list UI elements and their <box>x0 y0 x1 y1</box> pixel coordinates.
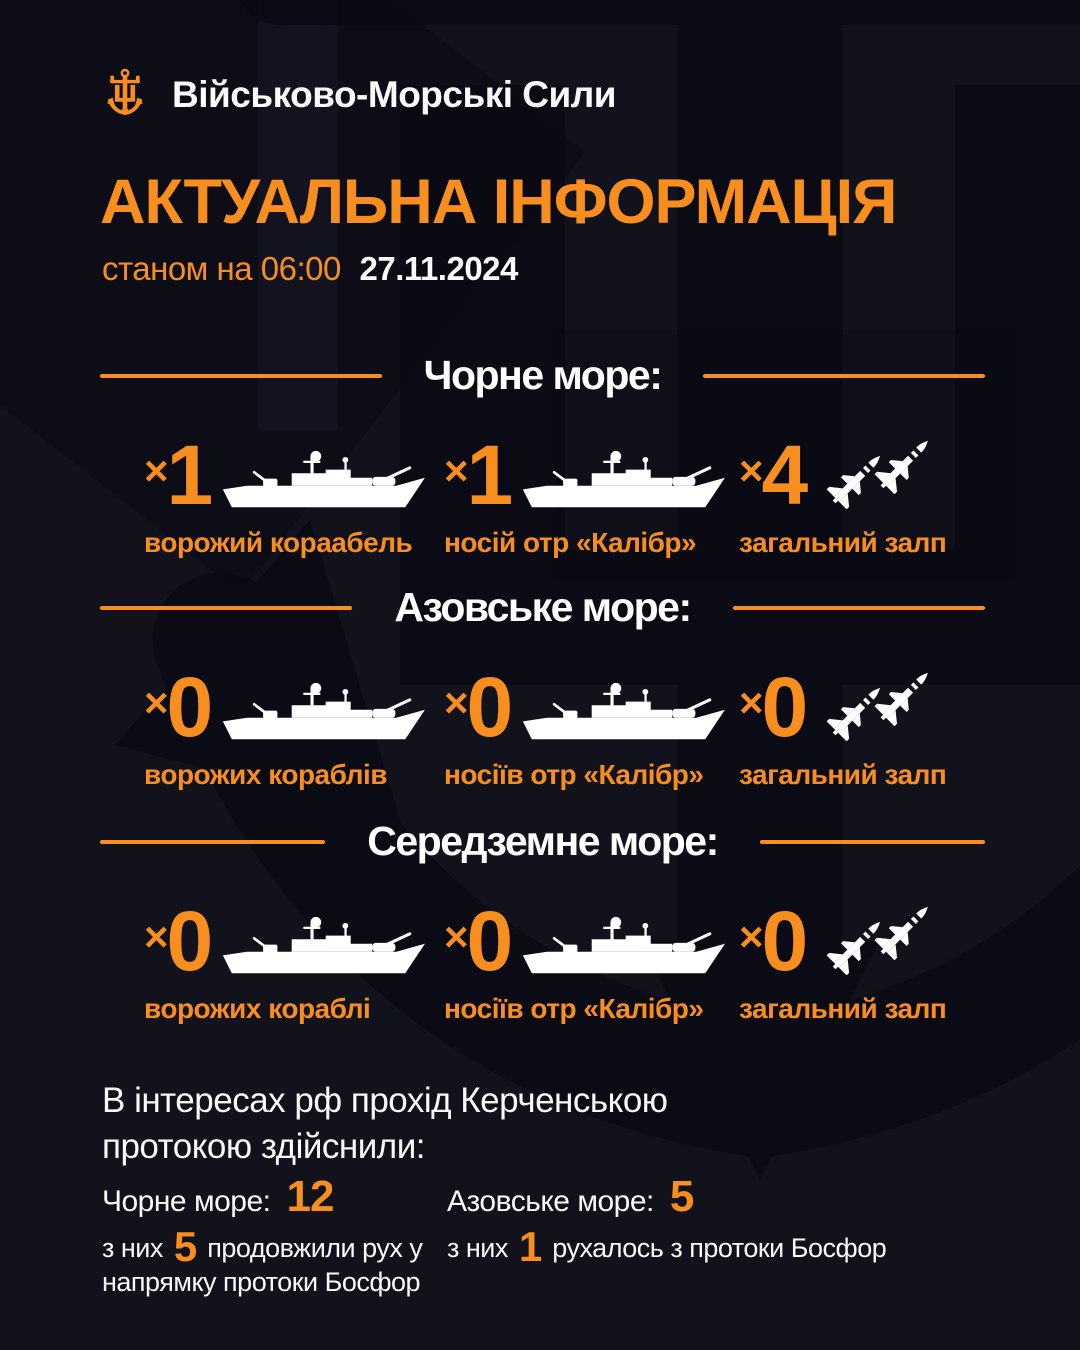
kerch-note-value: 1 <box>518 1223 542 1270</box>
stat-label: носій отр «Калібр» <box>444 527 697 558</box>
as-of-line: станом на 06:00 27.11.2024 <box>102 250 518 288</box>
stat-kalibr-carriers: × 1 носій отр «Калібр» <box>440 425 735 559</box>
as-of-date: 27.11.2024 <box>359 250 519 287</box>
kerch-note: з них 5 продовжили рух у напрямку проток… <box>102 1226 447 1300</box>
header-rule-left <box>100 605 353 610</box>
stat-kalibr-carriers: × 0 носіїв отр «Калібр» <box>440 657 735 791</box>
stat-enemy-ships: × 0 ворожих кораблі <box>100 891 440 1025</box>
header-rule-left <box>100 373 382 378</box>
stat-label: ворожих кораблів <box>144 759 388 790</box>
stat-label: загальний залп <box>739 527 947 558</box>
stat-total-salvo: × 0 загальний залп <box>735 657 985 791</box>
stats-row: × 0 ворожих кораблів × 0 носіїв отр «Каліб… <box>100 657 985 791</box>
warship-icon <box>520 450 726 509</box>
as-of-time: станом на 06:00 <box>102 250 341 287</box>
kerch-sea-total: 12 <box>286 1172 334 1221</box>
brand-header: Військово-Морські Сили <box>104 68 617 122</box>
kerch-stats: Чорне море: 12 з них 5 продовжили рух у … <box>102 1172 1000 1300</box>
stat-total-salvo: × 0 загальний залп <box>735 891 985 1025</box>
missiles-icon <box>817 427 943 509</box>
stats-row: × 0 ворожих кораблі × 0 носіїв отр «Калібр… <box>100 891 985 1025</box>
missiles-icon <box>817 659 943 741</box>
stat-label: загальний залп <box>739 993 947 1024</box>
stats-row: × 1 ворожий кораабель × 1 носій отр «Каліб… <box>100 425 985 559</box>
kerch-black-sea: Чорне море: 12 з них 5 продовжили рух у … <box>102 1172 447 1300</box>
multiply-sign: × <box>739 679 763 727</box>
stat-count: 0 <box>761 894 809 989</box>
multiply-sign: × <box>144 679 168 727</box>
warship-icon <box>220 916 426 975</box>
warship-icon <box>220 682 426 741</box>
section-mediterranean-sea: Середземне море: × 0 ворожих кораблі × 0 н… <box>100 818 986 1025</box>
stat-label: носіїв отр «Калібр» <box>444 993 704 1024</box>
stat-label: ворожий кораабель <box>144 527 413 558</box>
multiply-sign: × <box>739 447 763 495</box>
section-header: Чорне море: <box>100 352 986 399</box>
stat-total-salvo: × 4 загальний залп <box>735 425 985 559</box>
section-azov-sea: Азовське море: × 0 ворожих кораблів × 0 но… <box>100 584 985 791</box>
multiply-sign: × <box>144 447 168 495</box>
stat-label: носіїв отр «Калібр» <box>444 759 704 790</box>
multiply-sign: × <box>144 913 168 961</box>
kerch-note-suffix: продовжили рух у напрямку протоки Босфор <box>102 1233 423 1297</box>
warship-icon <box>520 916 726 975</box>
kerch-azov-sea: Азовське море: 5 з них 1 рухалось з прот… <box>447 1172 1000 1300</box>
section-header: Азовське море: <box>100 584 985 631</box>
section-header: Середземне море: <box>100 818 986 865</box>
kerch-note-value: 5 <box>173 1223 197 1270</box>
stat-count: 0 <box>166 894 214 989</box>
stat-enemy-ships: × 0 ворожих кораблів <box>100 657 440 791</box>
header-rule-left <box>100 839 326 844</box>
org-name: Військово-Морські Сили <box>172 74 617 115</box>
kerch-note-prefix: з них <box>102 1233 163 1263</box>
section-black-sea: Чорне море: × 1 ворожий кораабель × 1 носі… <box>100 352 986 559</box>
multiply-sign: × <box>444 679 468 727</box>
kerch-note: з них 1 рухалось з протоки Босфор <box>447 1226 1000 1268</box>
section-title: Чорне море: <box>423 352 663 398</box>
kerch-sea-total: 5 <box>669 1172 695 1221</box>
kerch-note-prefix: з них <box>447 1233 508 1263</box>
kerch-note-suffix: рухалось з протоки Босфор <box>552 1233 887 1263</box>
multiply-sign: × <box>739 913 763 961</box>
stat-count: 0 <box>466 894 514 989</box>
stat-label: загальний залп <box>739 759 947 790</box>
stat-count: 0 <box>466 660 514 755</box>
missiles-icon <box>817 893 943 975</box>
header-rule-right <box>732 605 985 610</box>
stat-kalibr-carriers: × 0 носіїв отр «Калібр» <box>440 891 735 1025</box>
header-rule-right <box>703 373 986 378</box>
section-title: Середземне море: <box>367 818 719 864</box>
header-rule-right <box>759 839 986 844</box>
multiply-sign: × <box>444 913 468 961</box>
stat-count: 0 <box>166 660 214 755</box>
kerch-sea-name: Азовське море: <box>447 1185 654 1218</box>
page-title: АКТУАЛЬНА ІНФОРМАЦІЯ <box>100 167 897 237</box>
stat-count: 0 <box>761 660 809 755</box>
stat-label: ворожих кораблі <box>144 993 371 1024</box>
kerch-heading: В інтересах рф прохід Керченською проток… <box>102 1081 668 1166</box>
stat-count: 1 <box>166 428 214 523</box>
kerch-sea-name: Чорне море: <box>102 1185 271 1218</box>
multiply-sign: × <box>444 447 468 495</box>
stat-count: 1 <box>466 428 514 523</box>
stat-count: 4 <box>761 428 809 523</box>
navy-anchor-trident-logo-icon <box>104 68 146 122</box>
warship-icon <box>520 682 726 741</box>
warship-icon <box>220 450 426 509</box>
stat-enemy-ships: × 1 ворожий кораабель <box>100 425 440 559</box>
section-title: Азовське море: <box>394 584 692 630</box>
